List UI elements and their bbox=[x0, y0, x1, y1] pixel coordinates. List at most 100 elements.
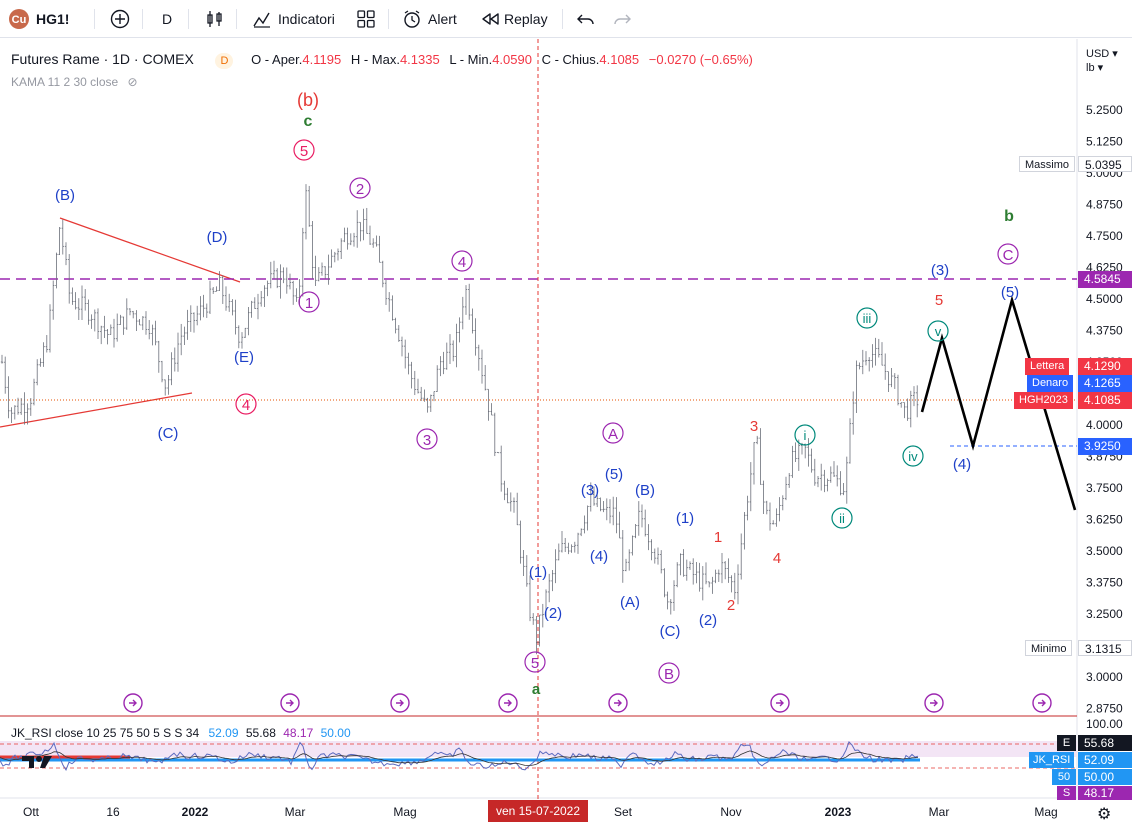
wave-label-a-green: a bbox=[532, 681, 541, 698]
time-tick-label: Mar bbox=[285, 805, 306, 819]
chart-legend: Futures Rame · 1D · COMEX D O - Aper.4.1… bbox=[11, 51, 753, 69]
top-toolbar: Cu HG1! D Indicatori Alert Replay bbox=[0, 0, 1132, 38]
price-tick-label: 3.0000 bbox=[1086, 670, 1123, 684]
rsi-s-value: 48.17 bbox=[1078, 786, 1132, 800]
replay-button[interactable]: Replay bbox=[480, 0, 548, 38]
triangle-lower-line[interactable] bbox=[0, 392, 193, 428]
indicators-button[interactable]: Indicatori bbox=[252, 0, 335, 38]
wave-label-2-circled: 2 bbox=[356, 181, 364, 198]
wave-label-B: (B) bbox=[55, 187, 75, 204]
rsi-e-value: 55.68 bbox=[1078, 735, 1132, 751]
events-row[interactable] bbox=[123, 693, 1052, 713]
rsi-scale-top: 100.00 bbox=[1086, 717, 1123, 731]
undo-button[interactable] bbox=[576, 0, 596, 38]
rsi-line bbox=[0, 740, 919, 771]
wave-label-2-paren: (2) bbox=[699, 612, 717, 629]
wave-label-3-blue: (3) bbox=[581, 482, 599, 499]
arrow-right-icon bbox=[614, 699, 622, 707]
time-tick-label: Mag bbox=[1034, 805, 1057, 819]
currency-selector[interactable]: USD ▾ lb ▾ bbox=[1086, 48, 1118, 74]
eye-crossed-icon[interactable]: ⊘ bbox=[127, 75, 138, 89]
redo-icon bbox=[614, 14, 631, 25]
alert-button[interactable]: Alert bbox=[402, 0, 457, 38]
market-status-badge[interactable]: D bbox=[215, 53, 234, 69]
wave-label-1-paren: (1) bbox=[676, 510, 694, 527]
last-price-value: 4.1085 bbox=[1078, 392, 1132, 409]
rsi-50-value: 50.00 bbox=[1078, 769, 1132, 785]
low-value: 4.0590 bbox=[492, 52, 532, 67]
massimo-value: 5.0395 bbox=[1078, 156, 1132, 172]
interval-button[interactable]: D bbox=[162, 11, 173, 27]
layouts-button[interactable] bbox=[356, 0, 376, 38]
wave-label-D: (D) bbox=[207, 229, 228, 246]
separator bbox=[236, 9, 237, 29]
price-tick-label: 3.3750 bbox=[1086, 576, 1123, 590]
chart-title: Futures Rame · 1D · COMEX bbox=[11, 51, 194, 67]
settings-gear-icon[interactable]: ⚙ bbox=[1097, 806, 1112, 823]
bid-value: 4.1265 bbox=[1078, 375, 1132, 392]
rsi-smooth-line bbox=[0, 750, 919, 767]
target-price-tag: 3.9250 bbox=[1078, 438, 1132, 455]
undo-icon bbox=[577, 14, 594, 25]
wave-label-iii: iii bbox=[863, 311, 872, 326]
separator bbox=[94, 9, 95, 29]
candles-icon bbox=[207, 11, 222, 27]
rsi-e-letter: E bbox=[1057, 735, 1076, 751]
wave-label-4-blue: (4) bbox=[590, 548, 608, 565]
bid-label: Denaro bbox=[1027, 375, 1074, 392]
tradingview-logo[interactable] bbox=[20, 752, 56, 772]
symbol-search[interactable]: Cu HG1! bbox=[8, 0, 69, 38]
price-tick-label: 3.6250 bbox=[1086, 513, 1123, 527]
time-tick-label: Mag bbox=[393, 805, 416, 819]
time-tick-label: Mar bbox=[929, 805, 950, 819]
rsi-legend[interactable]: JK_RSI close 10 25 75 50 5 S S 34 52.09 … bbox=[11, 726, 351, 740]
compare-button[interactable] bbox=[110, 0, 130, 38]
rsi-band bbox=[0, 741, 1077, 757]
separator bbox=[142, 9, 143, 29]
wave-label-i: i bbox=[804, 428, 807, 443]
price-tick-label: 4.8750 bbox=[1086, 198, 1123, 212]
alarm-clock-icon bbox=[404, 10, 420, 28]
wave-label-C-paren2: (C) bbox=[660, 623, 681, 640]
wave-label-ii: ii bbox=[839, 511, 845, 526]
wave-label-b-green: b bbox=[1004, 208, 1014, 225]
chart-type-button[interactable] bbox=[205, 0, 225, 38]
wave-label-4-red: 4 bbox=[773, 550, 781, 567]
price-tick-label: 3.7500 bbox=[1086, 481, 1123, 495]
kama-indicator-legend[interactable]: KAMA 11 2 30 close ⊘ bbox=[11, 75, 138, 89]
change-value: −0.0270 (−0.65%) bbox=[648, 52, 753, 67]
time-tick-label: Set bbox=[614, 805, 633, 819]
price-tick-label: 4.5000 bbox=[1086, 292, 1123, 306]
time-tick-label: 16 bbox=[106, 805, 120, 819]
indicators-label: Indicatori bbox=[278, 11, 335, 27]
wave-label-2-red: 2 bbox=[727, 597, 735, 614]
replay-label: Replay bbox=[504, 11, 548, 27]
ask-value: 4.1290 bbox=[1078, 358, 1132, 375]
triangle-upper-line[interactable] bbox=[59, 217, 241, 283]
wave-label-C-circled2: C bbox=[1003, 247, 1014, 264]
arrow-right-icon bbox=[129, 699, 137, 707]
wave-label-iv: iv bbox=[908, 449, 918, 464]
wave-label-C: (C) bbox=[158, 425, 179, 442]
wave-label-2-blue: (2) bbox=[544, 605, 562, 622]
wave-label-5-proj: (5) bbox=[1001, 284, 1019, 301]
wave-label-3-red: 3 bbox=[750, 418, 758, 435]
arrow-right-icon bbox=[396, 699, 404, 707]
rsi-main-label: JK_RSI bbox=[1029, 752, 1075, 768]
wave-label-1-circled: 1 bbox=[305, 295, 313, 312]
price-tick-label: 4.0000 bbox=[1086, 418, 1123, 432]
time-tick-label: 2022 bbox=[182, 805, 209, 819]
massimo-label: Massimo bbox=[1019, 156, 1076, 172]
redo-button[interactable] bbox=[612, 0, 632, 38]
wave-label-5-low-circled: 5 bbox=[531, 655, 539, 672]
wave-label-c-green: c bbox=[304, 113, 313, 130]
candlestick-series bbox=[0, 184, 919, 655]
rewind-icon bbox=[482, 13, 499, 25]
time-tick-label: Ott bbox=[23, 805, 40, 819]
symbol-label: HG1! bbox=[36, 11, 70, 27]
price-chart[interactable]: (B) (D) (E) (C) (b) c 5 2 4 1 4 3 5 a (1… bbox=[0, 39, 1132, 828]
wave-label-E: (E) bbox=[234, 349, 254, 366]
open-value: 4.1195 bbox=[302, 52, 342, 67]
plus-circle-icon bbox=[110, 9, 130, 29]
minimo-label: Minimo bbox=[1025, 640, 1073, 656]
